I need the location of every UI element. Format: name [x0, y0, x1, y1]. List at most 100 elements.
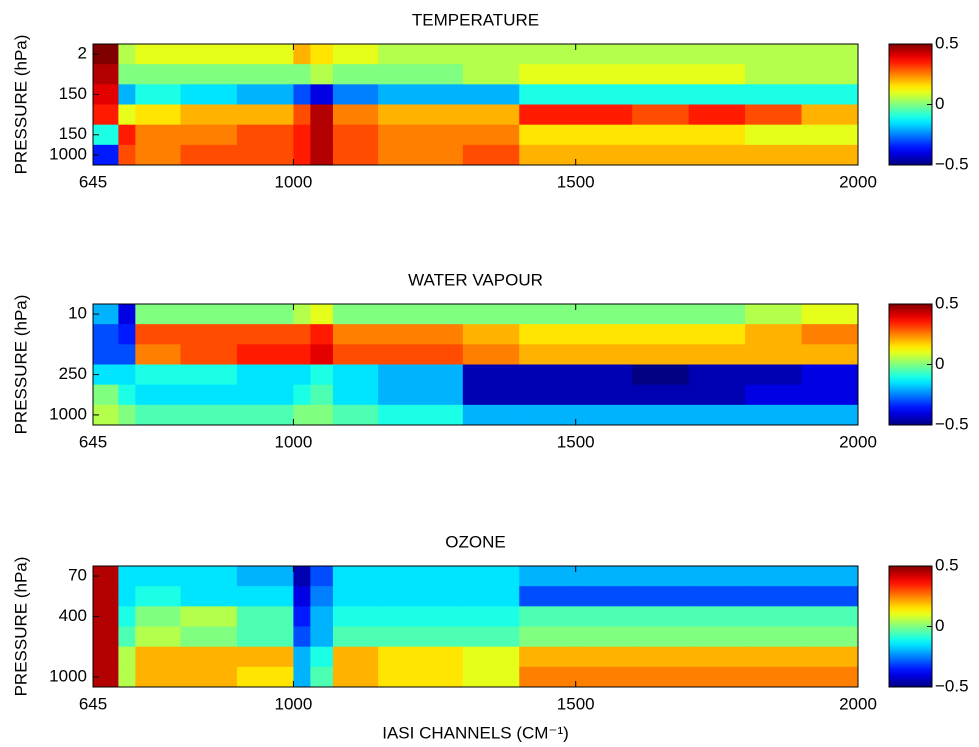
heatmap-cell: [378, 124, 464, 146]
heatmap-cell: [745, 606, 803, 627]
heatmap-cell: [632, 384, 690, 406]
heatmap-cell: [180, 304, 238, 325]
heatmap-cell: [293, 566, 311, 587]
heatmap-cell: [632, 144, 690, 166]
heatmap-cell: [93, 646, 119, 668]
heatmap-cell: [688, 104, 746, 126]
x-tick-label: 1000: [275, 172, 313, 191]
heatmap-cell: [632, 364, 690, 386]
heatmap-cell: [180, 64, 238, 85]
heatmap-cell: [93, 626, 119, 648]
heatmap-cell: [519, 646, 577, 668]
colorbar: [888, 565, 933, 688]
heatmap-cell: [575, 646, 633, 668]
heatmap-cell: [745, 324, 803, 345]
heatmap-cell: [462, 324, 520, 345]
heatmap-cell: [462, 104, 520, 126]
heatmap-cell: [632, 626, 690, 648]
heatmap-cell: [236, 626, 294, 648]
heatmap-cell: [378, 646, 464, 668]
heatmap-cell: [332, 44, 379, 65]
heatmap-cell: [310, 344, 334, 365]
heatmap-cell: [93, 64, 119, 85]
heatmap-cell: [378, 324, 464, 345]
heatmap-cell: [462, 566, 520, 587]
heatmap-cell: [378, 384, 464, 406]
heatmap-cell: [801, 324, 859, 345]
heatmap-cell: [575, 364, 633, 386]
heatmap-cell: [519, 586, 577, 607]
heatmap-cell: [378, 606, 464, 627]
heatmap-cell: [378, 44, 464, 65]
heatmap-cell: [801, 586, 859, 607]
heatmap-cell: [745, 124, 803, 146]
heatmap-cell: [462, 144, 520, 166]
heatmap-cell: [462, 64, 520, 85]
heatmap-cell: [575, 324, 633, 345]
x-tick-label: 1000: [275, 694, 313, 713]
heatmap-cell: [118, 666, 136, 688]
heatmap-cell: [688, 124, 746, 146]
heatmap-cell: [236, 84, 294, 105]
heatmap-cell: [462, 304, 520, 325]
heatmap-cell: [801, 566, 859, 587]
heatmap-cell: [332, 666, 379, 688]
heatmap-cell: [332, 364, 379, 386]
heatmap-cell: [93, 586, 119, 607]
heatmap-cell: [332, 104, 379, 126]
heatmap-cell: [745, 384, 803, 406]
heatmap-cell: [118, 304, 136, 325]
heatmap-cell: [293, 586, 311, 607]
heatmap-cell: [135, 404, 182, 426]
heatmap-cell: [801, 44, 859, 65]
heatmap-cell: [801, 666, 859, 688]
heatmap-cell: [519, 64, 577, 85]
x-tick-label: 645: [79, 694, 107, 713]
heatmap-cell: [632, 84, 690, 105]
heatmap-cell: [632, 304, 690, 325]
heatmap-cell: [801, 84, 859, 105]
heatmap-cell: [118, 104, 136, 126]
heatmap-cell: [236, 646, 294, 668]
heatmap-cell: [632, 666, 690, 688]
x-tick-label: 1500: [557, 172, 595, 191]
heatmap-cell: [118, 586, 136, 607]
heatmap-cell: [135, 64, 182, 85]
heatmap-cell: [135, 626, 182, 648]
heatmap-cell: [378, 144, 464, 166]
heatmap-cell: [293, 404, 311, 426]
plot-frame: [92, 303, 859, 426]
heatmap-cell: [293, 324, 311, 345]
heatmap-cell: [745, 586, 803, 607]
heatmap-cell: [378, 344, 464, 365]
heatmap-cell: [688, 404, 746, 426]
heatmap-cell: [745, 84, 803, 105]
heatmap-cell: [180, 104, 238, 126]
heatmap-cell: [462, 364, 520, 386]
heatmap-cell: [236, 586, 294, 607]
heatmap-cell: [519, 364, 577, 386]
heatmap-cell: [135, 606, 182, 627]
heatmap-cell: [332, 404, 379, 426]
heatmap-cell: [135, 44, 182, 65]
heatmap-cell: [462, 84, 520, 105]
heatmap-cell: [575, 626, 633, 648]
heatmap-cell: [118, 44, 136, 65]
heatmap-cell: [236, 304, 294, 325]
heatmap-cell: [745, 144, 803, 166]
heatmap-cell: [519, 104, 577, 126]
heatmap-cell: [180, 144, 238, 166]
plot-frame: [92, 43, 859, 166]
heatmap-cell: [135, 124, 182, 146]
heatmap-cell: [575, 304, 633, 325]
heatmap-cell: [632, 44, 690, 65]
heatmap-cell: [118, 384, 136, 406]
heatmap-cell: [93, 344, 119, 365]
heatmap-cell: [310, 64, 334, 85]
heatmap-cell: [135, 84, 182, 105]
x-tick-label: 2000: [839, 172, 877, 191]
heatmap-cell: [378, 566, 464, 587]
heatmap-cell: [332, 566, 379, 587]
heatmap-cell: [135, 104, 182, 126]
